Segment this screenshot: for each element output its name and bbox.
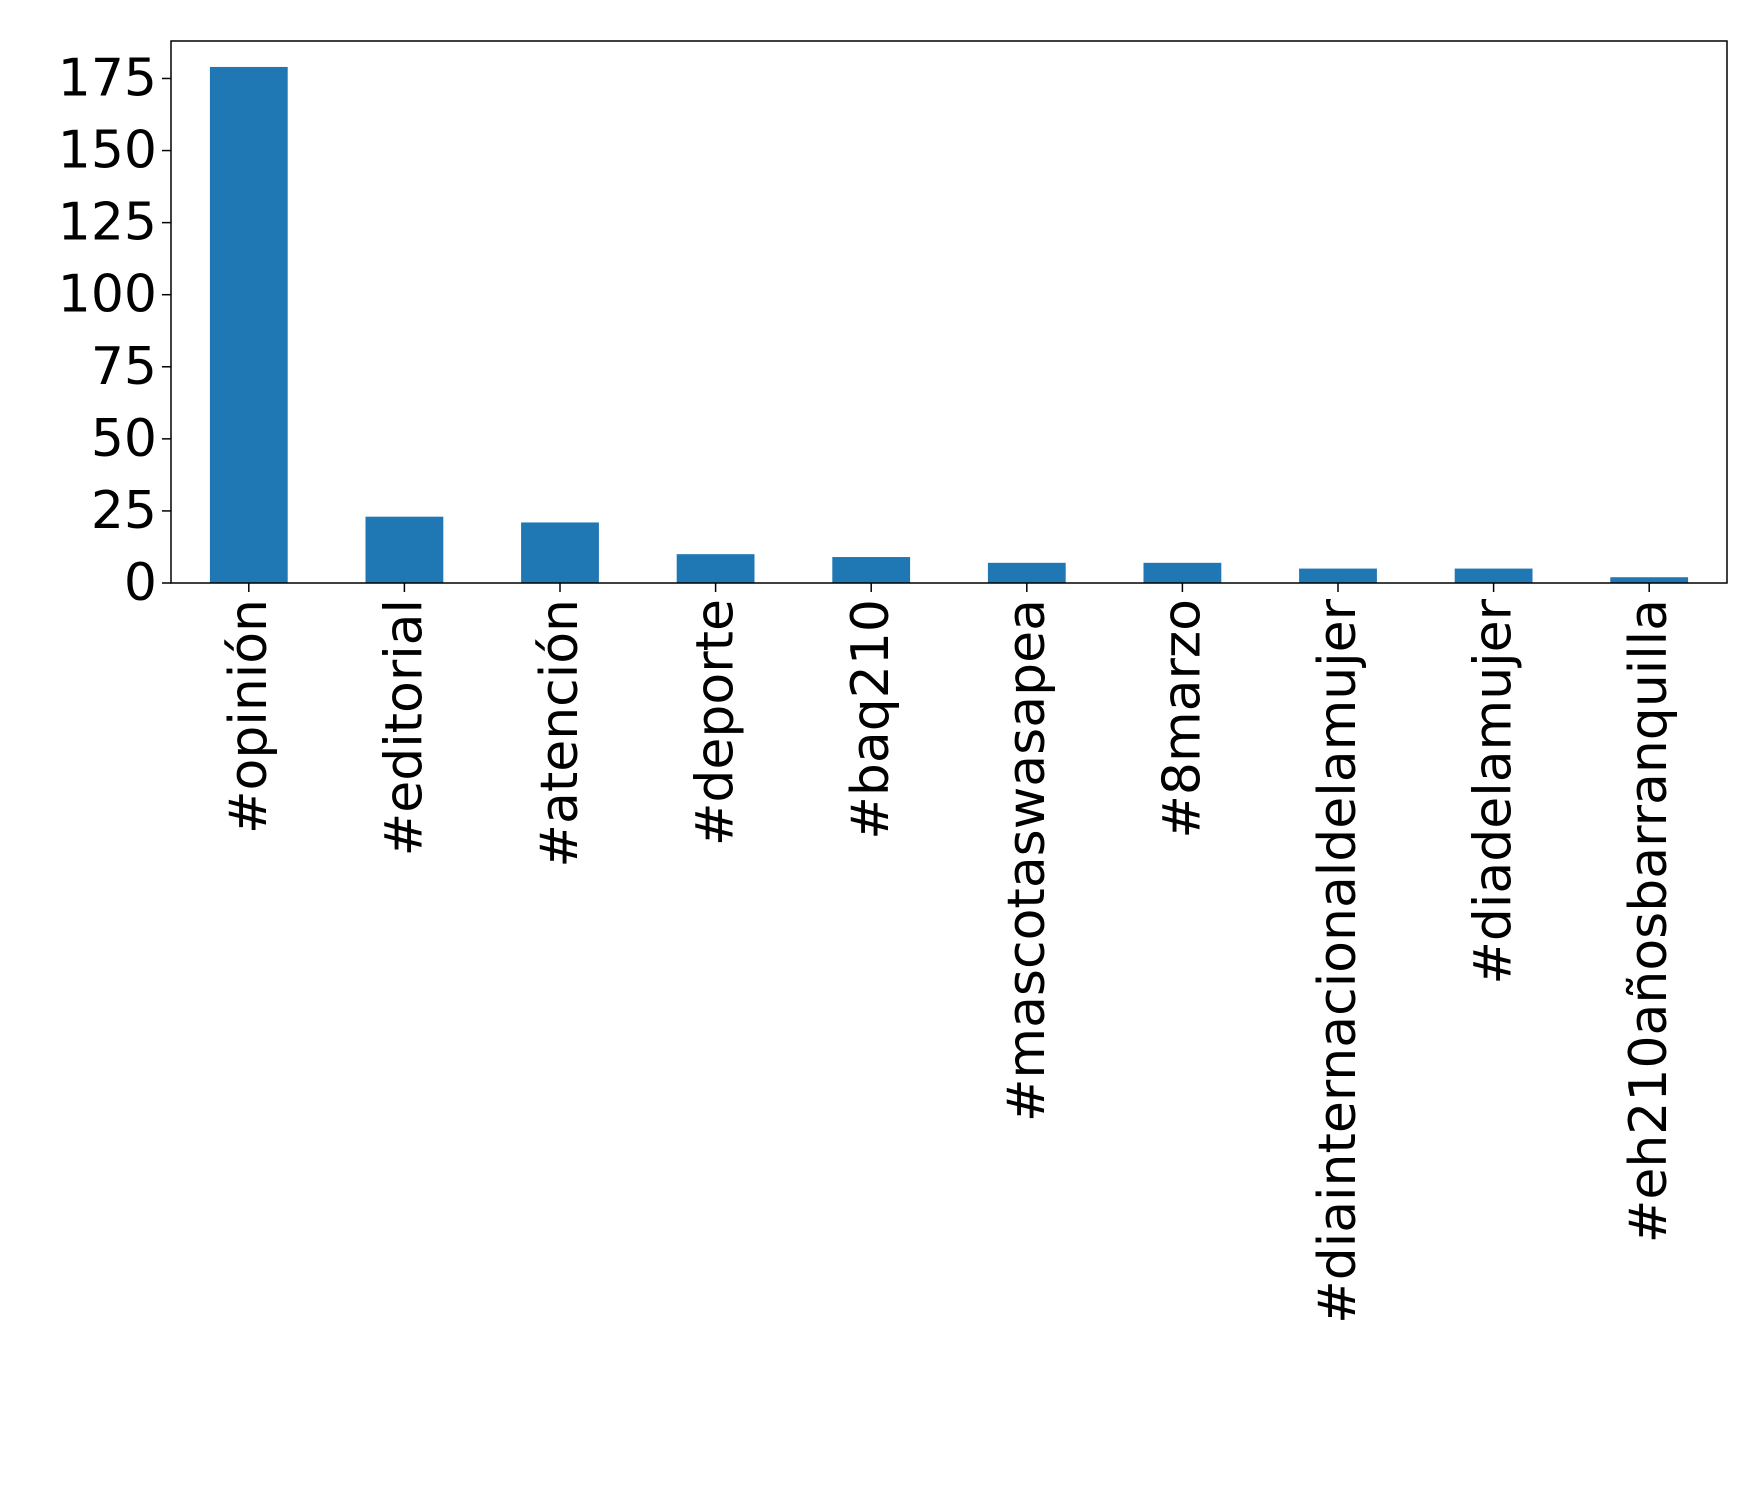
bars-group — [209, 66, 1689, 584]
bar-9 — [1610, 577, 1689, 583]
y-tick-label-4: 100 — [58, 265, 157, 325]
x-tick-label-9: #eh210añosbarranquilla — [1619, 599, 1679, 1243]
y-tick-label-2: 50 — [91, 409, 157, 469]
y-axis: 0 25 50 75 100 125 150 175 — [58, 48, 171, 613]
x-tick-label-2: #atención — [530, 599, 590, 868]
bar-2 — [521, 522, 599, 583]
bar-4 — [832, 557, 911, 583]
x-tick-label-1: #editorial — [374, 599, 434, 856]
y-tick-label-3: 75 — [91, 337, 157, 397]
y-tick-label-6: 150 — [58, 121, 157, 181]
x-tick-label-3: #deporte — [686, 599, 746, 846]
plot-frame — [170, 40, 1728, 584]
bar-1 — [365, 516, 444, 583]
bar-0 — [209, 66, 288, 584]
bar-5 — [987, 562, 1066, 583]
x-tick-label-5: #mascotaswasapea — [997, 599, 1057, 1122]
x-tick-label-0: #opinión — [219, 599, 279, 834]
bar-6 — [1143, 562, 1222, 583]
bar-8 — [1454, 568, 1533, 583]
bar-7 — [1299, 568, 1377, 583]
y-tick-label-7: 175 — [58, 48, 157, 108]
bar-3 — [676, 554, 755, 583]
y-tick-label-5: 125 — [58, 193, 157, 253]
y-tick-label-0: 0 — [124, 553, 157, 613]
y-tick-label-1: 25 — [91, 481, 157, 541]
x-tick-label-4: #baq210 — [841, 599, 901, 840]
x-tick-label-7: #diainternacionaldelamujer — [1308, 598, 1368, 1323]
x-axis: #opinión #editorial #atención #deporte #baq2… — [219, 583, 1679, 1324]
x-tick-label-6: #8marzo — [1152, 599, 1212, 839]
x-tick-label-8: #diadelamujer — [1464, 598, 1524, 984]
